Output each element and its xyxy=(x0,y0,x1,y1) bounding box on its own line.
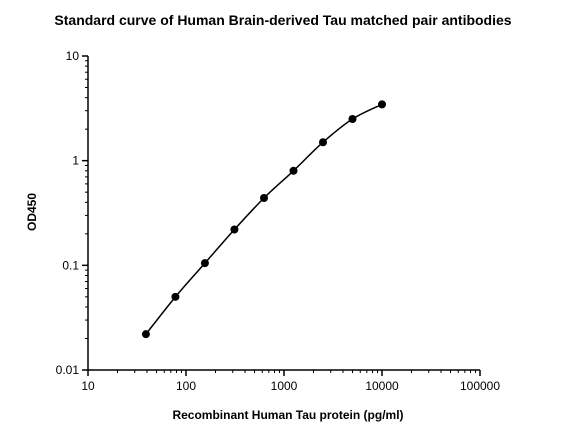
fit-curve xyxy=(145,103,383,335)
data-point xyxy=(141,330,150,339)
data-point xyxy=(289,166,298,175)
y-tick-label: 10 xyxy=(66,49,80,63)
x-tick-label: 100 xyxy=(176,379,196,393)
data-point xyxy=(259,193,268,202)
chart-title: Standard curve of Human Brain-derived Ta… xyxy=(54,12,512,28)
x-tick-label: 1000 xyxy=(271,379,298,393)
data-point xyxy=(171,292,180,301)
data-point xyxy=(318,138,327,147)
ticks: 10 100 1000 10000 100000 0.01 0.1 1 10 xyxy=(56,49,501,393)
data-point xyxy=(230,225,239,234)
data-point xyxy=(348,115,357,124)
y-axis-title: OD450 xyxy=(25,193,39,231)
x-axis-title: Recombinant Human Tau protein (pg/ml) xyxy=(172,408,403,422)
data-point xyxy=(378,100,386,109)
x-tick-label: 10 xyxy=(81,379,95,393)
data-point xyxy=(200,259,209,268)
y-tick-label: 0.1 xyxy=(62,258,79,272)
y-tick-label: 1 xyxy=(72,154,79,168)
data-points xyxy=(141,100,386,339)
x-tick-label: 100000 xyxy=(460,379,500,393)
y-tick-label: 0.01 xyxy=(56,363,80,377)
axes xyxy=(87,56,480,371)
x-tick-label: 10000 xyxy=(365,379,399,393)
